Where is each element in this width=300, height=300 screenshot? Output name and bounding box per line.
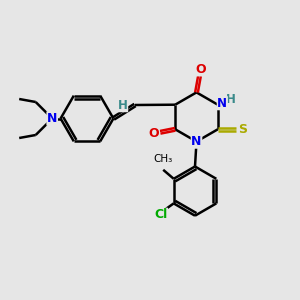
Text: O: O bbox=[148, 127, 159, 140]
Text: S: S bbox=[238, 123, 247, 136]
Text: N: N bbox=[47, 112, 57, 125]
Text: CH₃: CH₃ bbox=[153, 154, 172, 164]
Text: N: N bbox=[191, 135, 202, 148]
Text: N: N bbox=[217, 97, 227, 110]
Text: H: H bbox=[118, 99, 128, 112]
Text: H: H bbox=[226, 93, 235, 106]
Text: Cl: Cl bbox=[154, 208, 167, 221]
Text: O: O bbox=[196, 63, 206, 76]
